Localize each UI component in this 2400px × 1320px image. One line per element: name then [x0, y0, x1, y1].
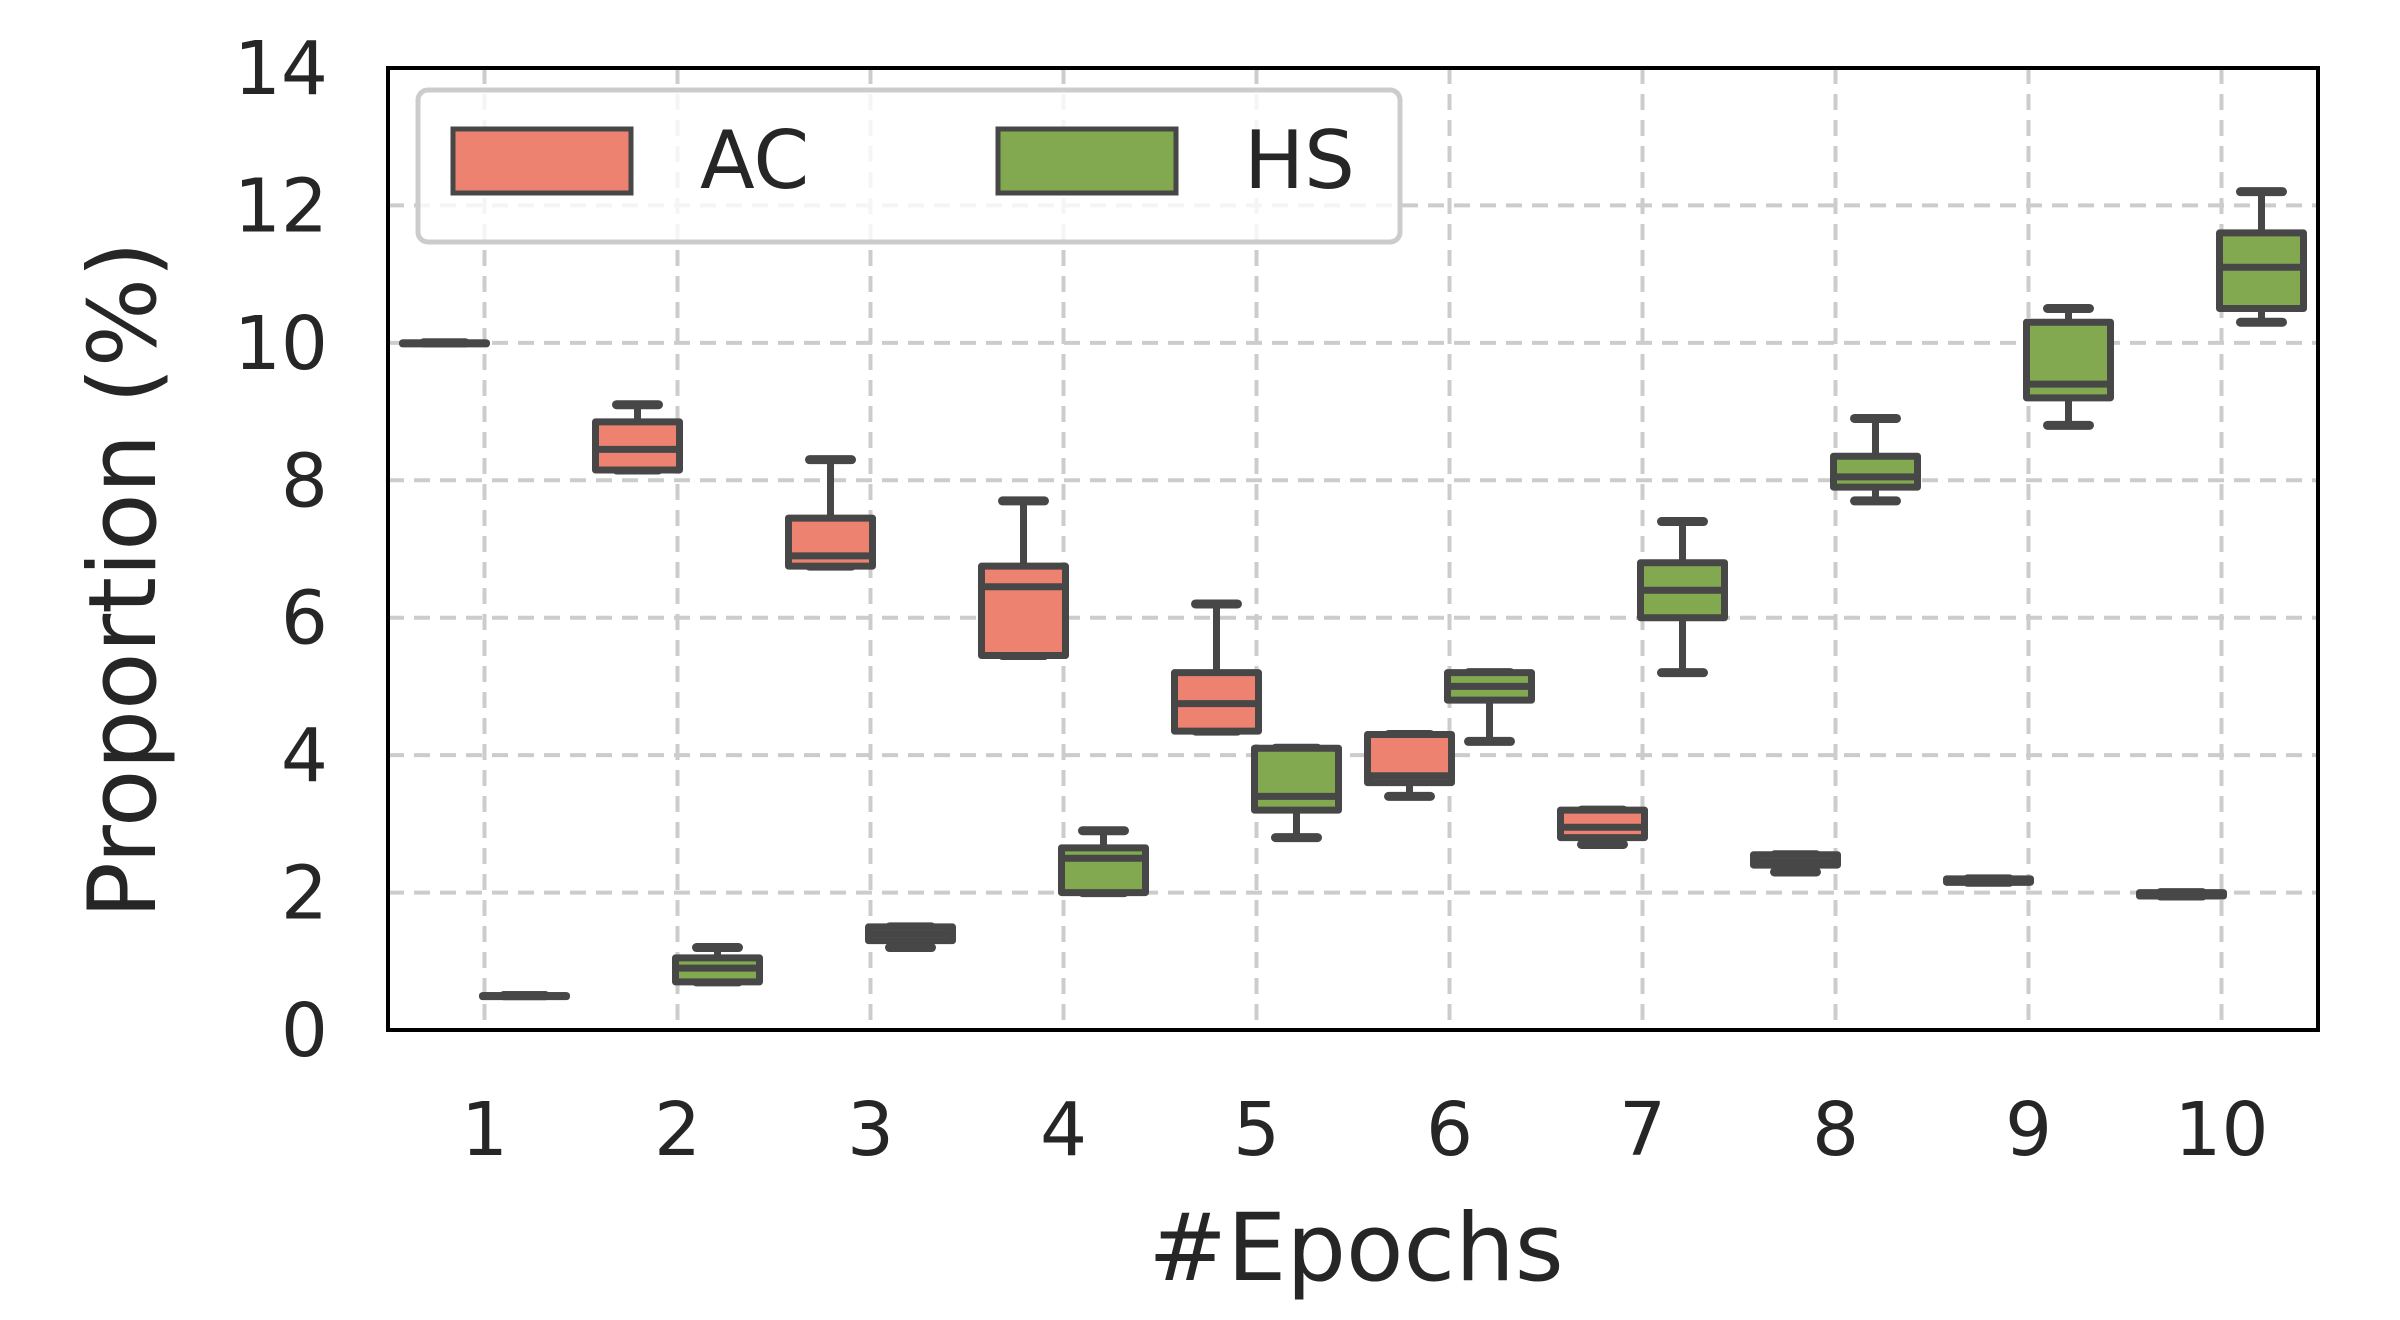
legend: AC HS [415, 87, 1403, 245]
box-ac-epoch-8 [1750, 850, 1841, 877]
y-axis-label: Proportion (%) [69, 241, 178, 919]
x-tick-label: 10 [2174, 1087, 2268, 1173]
y-tick-label: 6 [281, 576, 328, 662]
y-tick-label: 4 [281, 713, 328, 799]
legend-swatch-ac [450, 126, 634, 196]
box-hs-epoch-1 [479, 991, 570, 1001]
box-body [978, 562, 1069, 660]
box-hs-epoch-7 [1637, 517, 1728, 678]
x-tick-label: 2 [654, 1087, 701, 1173]
x-axis-ticks: 1 2 3 4 5 6 7 8 9 10 [461, 1087, 2269, 1173]
y-tick-label: 14 [234, 26, 328, 112]
legend-label-hs: HS [1244, 114, 1355, 207]
box-body [1058, 844, 1149, 897]
y-tick-label: 12 [234, 163, 328, 249]
box-ac-epoch-1 [399, 338, 490, 348]
box-plot-series [399, 187, 2307, 1001]
x-tick-label: 3 [847, 1087, 894, 1173]
plot-frame [386, 66, 2320, 1032]
y-axis-ticks: 0 2 4 6 8 10 12 14 [234, 26, 328, 1074]
box-ac-epoch-6 [1364, 730, 1455, 801]
box-body [1830, 452, 1921, 491]
y-tick-label: 10 [234, 301, 328, 387]
x-tick-label: 4 [1040, 1087, 1087, 1173]
box-ac-epoch-2 [592, 400, 683, 475]
x-tick-label: 1 [461, 1087, 508, 1173]
box-hs-epoch-9 [2023, 304, 2114, 430]
x-axis-label: #Epochs [1148, 1194, 1564, 1303]
legend-label-ac: AC [700, 114, 809, 207]
x-tick-label: 8 [1812, 1087, 1859, 1173]
box-hs-epoch-5 [1251, 743, 1342, 843]
box-body [1251, 744, 1342, 814]
box-ac-epoch-4 [978, 496, 1069, 661]
y-tick-label: 2 [281, 851, 328, 937]
legend-swatch-hs [995, 126, 1179, 196]
x-tick-label: 7 [1619, 1087, 1666, 1173]
x-tick-label: 5 [1233, 1087, 1280, 1173]
box-hs-epoch-3 [865, 922, 956, 953]
box-ac-epoch-10 [2136, 888, 2227, 901]
box-hs-epoch-6 [1444, 668, 1535, 746]
x-tick-label: 6 [1426, 1087, 1473, 1173]
box-hs-epoch-10 [2216, 187, 2307, 327]
box-ac-epoch-9 [1943, 874, 2034, 887]
box-ac-epoch-5 [1171, 599, 1262, 736]
box-hs-epoch-8 [1830, 413, 1921, 506]
x-tick-label: 9 [2005, 1087, 2052, 1173]
y-tick-label: 0 [281, 988, 328, 1074]
box-hs-epoch-4 [1058, 826, 1149, 898]
box-hs-epoch-2 [672, 943, 763, 987]
box-ac-epoch-7 [1557, 805, 1648, 849]
y-tick-label: 8 [281, 438, 328, 524]
box-ac-epoch-3 [785, 455, 876, 571]
